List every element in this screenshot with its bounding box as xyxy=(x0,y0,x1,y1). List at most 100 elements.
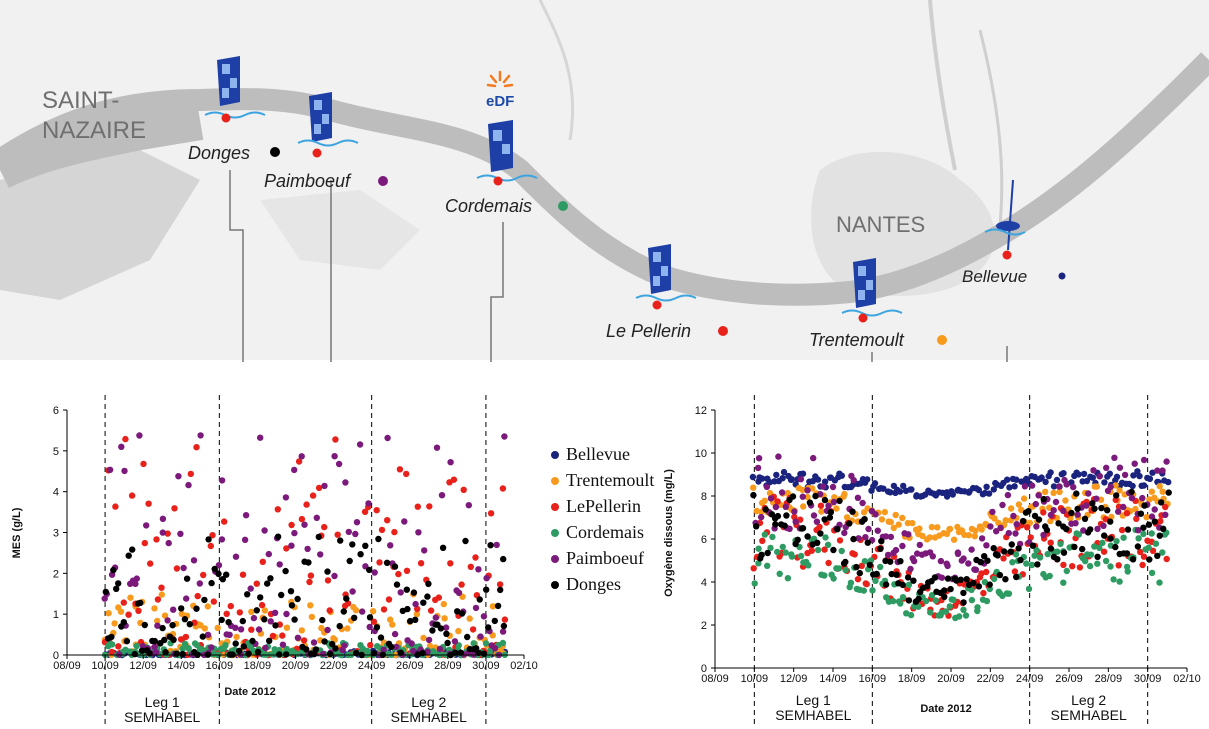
data-point-donges xyxy=(173,650,180,657)
data-point-donges xyxy=(758,551,765,559)
data-point-paimboeuf xyxy=(436,645,444,653)
oxygen-x-axis-title: Date 2012 xyxy=(920,703,971,715)
data-point-bellevue xyxy=(1136,472,1143,480)
data-point-cordemais xyxy=(1057,540,1064,548)
data-point-lepellerin xyxy=(496,581,504,588)
data-point-cordemais xyxy=(1005,590,1013,597)
data-point-trentemoult xyxy=(895,521,902,528)
data-point-paimboeuf xyxy=(1060,507,1067,514)
data-point-paimboeuf xyxy=(791,508,798,515)
data-point-donges xyxy=(366,614,374,621)
data-point-cordemais xyxy=(1099,539,1106,546)
data-point-donges xyxy=(963,576,970,583)
data-point-donges xyxy=(981,553,988,560)
data-point-paimboeuf xyxy=(1010,512,1017,520)
data-point-paimboeuf xyxy=(154,622,161,629)
data-point-donges xyxy=(264,580,271,587)
data-point-cordemais xyxy=(1063,567,1071,575)
data-point-donges xyxy=(781,522,788,529)
data-point-trentemoult xyxy=(307,602,314,609)
data-point-cordemais xyxy=(1028,561,1036,569)
data-point-lepellerin xyxy=(120,599,128,606)
data-point-paimboeuf xyxy=(968,546,975,553)
data-point-cordemais xyxy=(181,640,189,647)
mes-y-tick-label: 3 xyxy=(53,528,59,540)
data-point-donges xyxy=(899,581,906,589)
data-point-donges xyxy=(336,622,343,630)
data-point-donges xyxy=(340,608,347,615)
data-point-cordemais xyxy=(899,594,907,601)
data-point-paimboeuf xyxy=(914,550,921,557)
data-point-lepellerin xyxy=(447,560,454,567)
data-point-paimboeuf xyxy=(106,466,114,473)
data-point-donges xyxy=(1060,549,1068,556)
data-point-paimboeuf xyxy=(1035,492,1042,499)
data-point-donges xyxy=(257,594,264,601)
data-point-cordemais xyxy=(830,575,837,582)
mes-x-tick-label: 10/09 xyxy=(91,660,119,672)
data-point-donges xyxy=(1154,552,1161,559)
data-point-donges xyxy=(957,576,964,583)
data-point-lepellerin xyxy=(300,637,308,644)
data-point-paimboeuf xyxy=(215,562,223,569)
data-point-cordemais xyxy=(956,613,963,620)
data-point-donges xyxy=(115,580,122,587)
data-point-paimboeuf xyxy=(1050,507,1057,514)
data-point-paimboeuf xyxy=(472,604,480,612)
oxygen-y-tick-label: 2 xyxy=(701,620,707,632)
data-point-donges xyxy=(407,617,414,625)
data-point-paimboeuf xyxy=(208,644,215,651)
station-dot-paimboeuf xyxy=(378,176,388,186)
connector-lines xyxy=(229,170,1008,362)
data-point-donges xyxy=(464,633,471,641)
data-point-lepellerin xyxy=(980,589,987,597)
data-point-paimboeuf xyxy=(1005,529,1012,537)
data-point-donges xyxy=(1007,548,1014,555)
data-point-donges xyxy=(110,566,117,574)
loire-river xyxy=(0,52,1209,306)
data-point-cordemais xyxy=(877,563,884,571)
data-point-lepellerin xyxy=(391,528,398,536)
data-point-trentemoult xyxy=(248,608,255,615)
data-point-lepellerin xyxy=(414,503,421,510)
data-point-trentemoult xyxy=(1050,489,1057,497)
data-point-cordemais xyxy=(907,611,915,619)
data-point-donges xyxy=(491,617,498,625)
data-point-paimboeuf xyxy=(298,453,305,460)
data-point-trentemoult xyxy=(1156,483,1163,490)
legend-label-lepellerin: LePellerin xyxy=(566,496,641,516)
data-point-donges xyxy=(410,589,418,596)
data-point-donges xyxy=(274,533,282,540)
data-point-donges xyxy=(138,647,146,654)
data-point-bellevue xyxy=(1038,474,1045,481)
data-point-paimboeuf xyxy=(1063,481,1070,488)
data-point-lepellerin xyxy=(193,444,200,451)
oxygen-y-tick-label: 8 xyxy=(701,491,707,503)
data-point-bellevue xyxy=(1101,479,1108,486)
data-point-cordemais xyxy=(981,578,989,586)
data-point-trentemoult xyxy=(151,605,158,612)
data-point-trentemoult xyxy=(1116,487,1123,494)
data-point-cordemais xyxy=(108,641,116,648)
data-point-lepellerin xyxy=(821,546,828,553)
data-point-trentemoult xyxy=(878,516,886,523)
data-point-trentemoult xyxy=(105,610,112,617)
data-point-donges xyxy=(420,599,427,606)
data-point-bellevue xyxy=(838,472,845,479)
data-point-paimboeuf xyxy=(143,522,150,529)
data-point-paimboeuf xyxy=(1116,464,1124,471)
data-point-cordemais xyxy=(1145,544,1152,551)
data-point-donges xyxy=(245,650,252,657)
data-point-donges xyxy=(444,639,451,647)
data-point-cordemais xyxy=(922,597,930,605)
data-point-donges xyxy=(789,493,797,500)
data-point-bellevue xyxy=(1060,470,1067,477)
data-point-cordemais xyxy=(968,586,975,593)
data-point-cordemais xyxy=(122,646,129,653)
data-point-donges xyxy=(485,624,492,631)
data-point-paimboeuf xyxy=(261,527,268,534)
oxygen-x-tick-label: 22/09 xyxy=(977,673,1005,685)
mes-y-tick-label: 4 xyxy=(53,487,59,499)
data-point-paimboeuf xyxy=(907,565,914,573)
data-point-donges xyxy=(429,627,436,634)
